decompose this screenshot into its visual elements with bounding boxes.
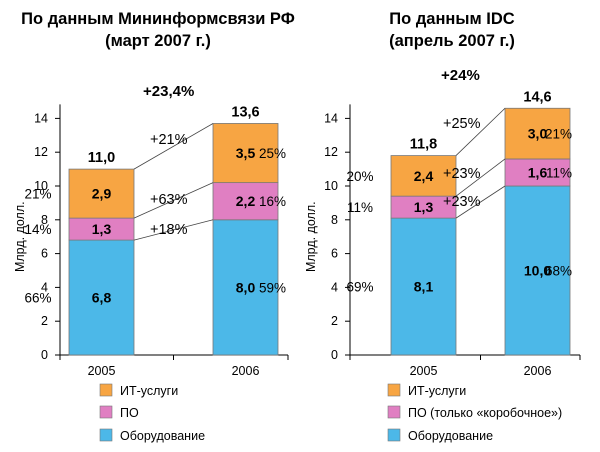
share-label: 11% xyxy=(546,165,572,180)
growth-connector-line xyxy=(455,107,506,156)
segment-growth-label: +63% xyxy=(150,192,188,208)
segment-growth-label: +23% xyxy=(443,166,481,182)
y-tick-label: 14 xyxy=(324,111,338,125)
y-tick-label: 12 xyxy=(324,145,338,159)
legend-label: ИТ-услуги xyxy=(408,384,466,398)
share-label: 14% xyxy=(24,222,51,237)
y-tick-label: 10 xyxy=(324,179,338,193)
x-tick-label: 2006 xyxy=(524,364,552,378)
y-tick-label: 2 xyxy=(41,314,48,328)
bar-segment xyxy=(212,219,279,356)
legend-label: ПО (только «коробочное») xyxy=(408,406,562,420)
legend-swatch xyxy=(99,405,113,419)
y-tick-label: 2 xyxy=(331,314,338,328)
bar-value-label: 2,2 xyxy=(236,193,256,209)
segment-growth-label: +25% xyxy=(443,116,481,132)
segment-growth-label: +21% xyxy=(150,132,188,148)
y-tick-label: 10 xyxy=(34,179,48,193)
growth-connector-line xyxy=(133,182,214,219)
y-tick-label: 8 xyxy=(331,213,338,227)
y-axis-label: Млрд. долл. xyxy=(13,201,27,272)
chart-title-line-1: По данным IDC xyxy=(389,10,514,28)
segment-growth-label: +18% xyxy=(150,222,188,238)
legend-label: ИТ-услуги xyxy=(120,384,178,398)
y-tick-label: 6 xyxy=(41,247,48,261)
legend-label: ПО xyxy=(120,406,139,420)
growth-connector-line xyxy=(455,158,506,197)
bar-value-label: 10,0 xyxy=(524,263,551,279)
bar-total-label: 11,0 xyxy=(88,150,115,166)
legend-swatch xyxy=(387,405,401,419)
y-tick-label: 4 xyxy=(331,280,338,294)
chart-title-line-2: (апрель 2007 г.) xyxy=(389,32,515,50)
total-growth-label: +23,4% xyxy=(143,83,194,100)
bar-value-label: 1,3 xyxy=(414,199,434,215)
legend-swatch xyxy=(387,428,401,442)
bar-total-label: 11,8 xyxy=(410,137,437,153)
bar-value-label: 3,5 xyxy=(236,145,256,161)
bar-value-label: 8,0 xyxy=(236,279,256,295)
legend-swatch xyxy=(387,383,401,397)
total-growth-label: +24% xyxy=(441,67,480,84)
legend-label: Оборудование xyxy=(408,429,493,443)
chart-title-line-2: (март 2007 г.) xyxy=(105,32,211,50)
share-label: 59% xyxy=(259,280,286,295)
bar-total-label: 13,6 xyxy=(231,104,259,120)
bar-value-label: 6,8 xyxy=(92,290,112,306)
bar-segment xyxy=(212,123,279,184)
growth-connector-line xyxy=(133,123,214,170)
bar-value-label: 2,9 xyxy=(92,186,112,202)
y-tick-label: 4 xyxy=(41,280,48,294)
bar-value-label: 1,6 xyxy=(528,164,548,180)
bar-segment xyxy=(212,182,279,221)
share-label: 68% xyxy=(545,264,572,279)
x-tick-label: 2005 xyxy=(88,364,116,378)
bar-value-label: 8,1 xyxy=(414,279,434,295)
share-label: 66% xyxy=(24,291,51,306)
chart-title-line-1: По данным Мининформсвязи РФ xyxy=(21,10,295,28)
growth-connector-line xyxy=(133,219,214,241)
y-tick-label: 14 xyxy=(34,111,48,125)
bar-value-label: 2,4 xyxy=(414,168,434,184)
share-label: 16% xyxy=(259,194,286,209)
bar-value-label: 3,0 xyxy=(528,126,548,142)
chart-panel-2: По данным IDC (апрель 2007 г.) Млрд. долл.… xyxy=(304,10,581,443)
y-tick-label: 0 xyxy=(41,348,48,362)
y-tick-label: 0 xyxy=(331,348,338,362)
bar-segment xyxy=(68,239,135,356)
y-axis-label: Млрд. долл. xyxy=(304,201,318,272)
y-tick-label: 12 xyxy=(34,145,48,159)
share-label: 11% xyxy=(347,200,373,215)
share-label: 21% xyxy=(545,127,572,142)
segment-growth-label: +23% xyxy=(443,194,481,210)
growth-connector-line xyxy=(455,185,506,219)
bar-segment xyxy=(504,107,571,160)
share-label: 21% xyxy=(24,187,51,202)
x-tick-label: 2006 xyxy=(232,364,260,378)
legend-swatch xyxy=(99,383,113,397)
bar-segment xyxy=(390,155,457,197)
y-tick-label: 6 xyxy=(331,247,338,261)
share-label: 20% xyxy=(346,169,373,184)
bar-value-label: 1,3 xyxy=(92,221,112,237)
share-label: 69% xyxy=(346,280,373,295)
share-label: 25% xyxy=(259,146,286,161)
y-tick-label: 8 xyxy=(41,213,48,227)
bar-segment xyxy=(68,168,135,219)
bar-segment xyxy=(504,158,571,187)
legend-swatch xyxy=(99,428,113,442)
bar-segment xyxy=(390,217,457,356)
bar-segment xyxy=(504,185,571,356)
x-tick-label: 2005 xyxy=(410,364,438,378)
chart-panel-1: По данным Мининформсвязи РФ (март 2007 г.… xyxy=(13,10,295,443)
legend-label: Оборудование xyxy=(120,429,205,443)
bar-total-label: 14,6 xyxy=(523,89,551,105)
